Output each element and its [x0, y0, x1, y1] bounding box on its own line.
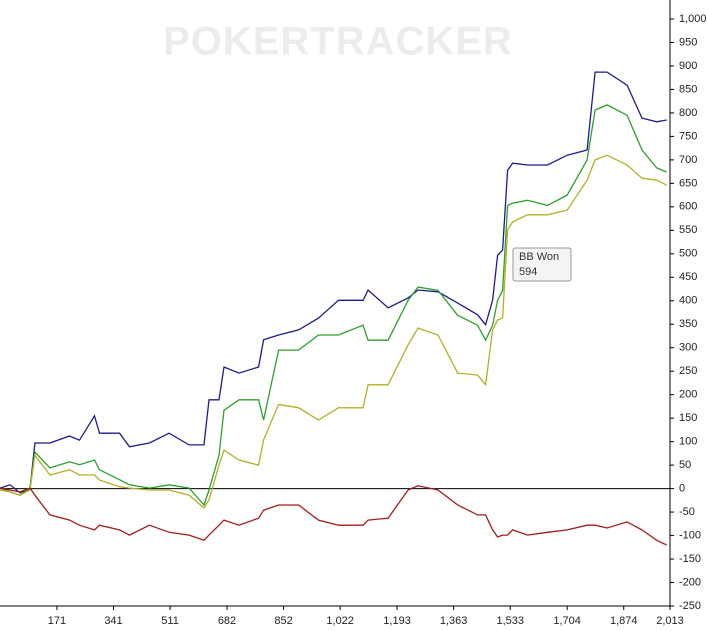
- tooltip-box: [512, 247, 572, 282]
- y-tick-label: 300: [679, 342, 697, 354]
- y-tick-label: 1,000: [679, 13, 707, 25]
- y-tick-label: 900: [679, 60, 697, 72]
- y-tick-label: 200: [679, 389, 697, 401]
- x-tick-label: 171: [48, 615, 66, 627]
- y-tick-label: 400: [679, 295, 697, 307]
- y-tick-label: 500: [679, 248, 697, 260]
- x-tick-label: 511: [161, 615, 179, 627]
- x-tick-label: 1,193: [383, 615, 411, 627]
- tooltip-title: BB Won: [519, 251, 559, 263]
- tooltip: BB Won 594: [512, 247, 572, 282]
- y-tick-label: -50: [679, 506, 695, 518]
- series-line: [0, 485, 667, 546]
- y-tick-label: 150: [679, 412, 697, 424]
- y-tick-label: 450: [679, 271, 697, 283]
- x-tick-label: 1,874: [610, 615, 638, 627]
- y-tick-label: 0: [679, 483, 685, 495]
- watermark: POKERTRACKER: [163, 20, 513, 64]
- tooltip-value: 594: [519, 266, 537, 278]
- y-tick-label: 50: [679, 459, 691, 471]
- y-tick-label: -150: [679, 553, 701, 565]
- x-tick-label: 1,363: [440, 615, 468, 627]
- series-line: [0, 104, 667, 507]
- x-tick-label: 2,013: [656, 615, 684, 627]
- y-tick-label: 650: [679, 177, 697, 189]
- x-tick-label: 341: [104, 615, 122, 627]
- y-tick-label: -200: [679, 576, 701, 588]
- x-tick-label: 1,533: [496, 615, 524, 627]
- y-tick-label: 700: [679, 154, 697, 166]
- y-tick-label: 100: [679, 436, 697, 448]
- y-tick-label: 250: [679, 365, 697, 377]
- y-tick-label: 600: [679, 201, 697, 213]
- x-tick-label: 682: [218, 615, 236, 627]
- y-tick-label: 800: [679, 107, 697, 119]
- y-tick-label: 750: [679, 130, 697, 142]
- x-tick-label: 852: [274, 615, 292, 627]
- y-tick-label: -100: [679, 529, 701, 541]
- y-tick-label: 350: [679, 318, 697, 330]
- y-tick-label: 550: [679, 224, 697, 236]
- y-tick-label: -250: [679, 600, 701, 612]
- y-tick-label: 850: [679, 83, 697, 95]
- y-tick-label: 950: [679, 36, 697, 48]
- x-tick-label: 1,704: [553, 615, 581, 627]
- series-line: [0, 154, 667, 509]
- x-tick-label: 1,022: [326, 615, 354, 627]
- series-line: [0, 71, 667, 494]
